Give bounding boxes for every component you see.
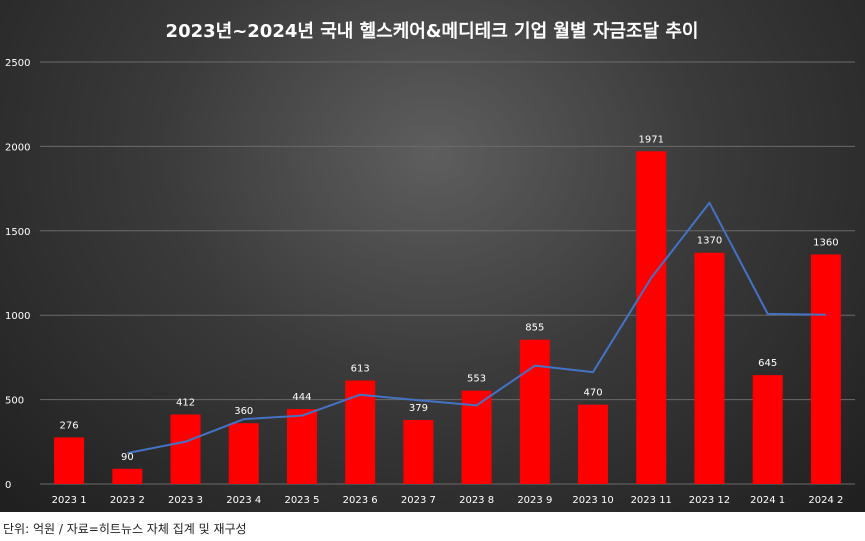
y-tick-label: 1500 (5, 227, 30, 238)
x-tick-label: 2023 9 (517, 495, 552, 506)
data-label: 855 (525, 323, 544, 334)
data-label: 444 (292, 392, 311, 403)
data-label: 1360 (813, 237, 838, 248)
data-label: 1971 (639, 134, 664, 145)
x-tick-label: 2023 5 (284, 495, 319, 506)
gridlines (40, 61, 855, 485)
x-tick-label: 2024 2 (808, 495, 843, 506)
x-tick-label: 2023 1 (52, 495, 87, 506)
x-axis-ticks: 2023 1 2023 2 2023 3 2023 4 2023 5 2023 6 2023… (52, 495, 844, 506)
bar (403, 420, 434, 484)
data-labels: 276 90 412 360 444 613 379 553 855 470 1971 1370 645… (60, 134, 839, 463)
y-axis-ticks: 0 500 1000 1500 2000 2500 (5, 58, 30, 491)
bar (752, 375, 783, 484)
x-tick-label: 2023 10 (572, 495, 613, 506)
chart-area: 2023년~2024년 국내 헬스케어&메디테크 기업 월별 자금조달 추이 0… (0, 0, 865, 512)
line-series (127, 201, 826, 455)
x-tick-label: 2023 2 (110, 495, 145, 506)
bar (228, 423, 259, 484)
data-label: 470 (583, 388, 602, 399)
y-tick-label: 1000 (5, 311, 30, 322)
data-label: 360 (234, 406, 253, 417)
bar-series (54, 151, 841, 484)
bar (170, 414, 201, 484)
data-label: 553 (467, 374, 486, 385)
y-tick-label: 2500 (5, 58, 30, 69)
bar (694, 252, 725, 484)
data-label: 90 (121, 452, 134, 463)
x-tick-label: 2023 11 (631, 495, 672, 506)
data-label: 276 (60, 420, 79, 431)
bar (286, 409, 317, 484)
bar (112, 468, 143, 484)
x-tick-label: 2023 7 (401, 495, 436, 506)
y-tick-label: 500 (5, 396, 24, 407)
bar (519, 339, 550, 484)
chart-svg: 2023년~2024년 국내 헬스케어&메디테크 기업 월별 자금조달 추이 0… (5, 21, 855, 506)
x-tick-label: 2023 4 (226, 495, 261, 506)
x-tick-label: 2023 12 (689, 495, 730, 506)
trend-line (127, 201, 826, 455)
data-label: 412 (176, 397, 195, 408)
bar (578, 404, 609, 484)
data-label: 645 (758, 358, 777, 369)
data-label: 379 (409, 403, 428, 414)
x-tick-label: 2023 6 (343, 495, 378, 506)
x-tick-label: 2023 3 (168, 495, 203, 506)
source-note: 단위: 억원 / 자료=히트뉴스 자체 집계 및 재구성 (3, 522, 247, 536)
x-tick-label: 2024 1 (750, 495, 785, 506)
x-tick-label: 2023 8 (459, 495, 494, 506)
bar (54, 437, 85, 484)
y-tick-label: 0 (5, 480, 11, 491)
bar (810, 254, 841, 484)
data-label: 613 (351, 364, 370, 375)
data-label: 1370 (697, 236, 722, 247)
chart-title: 2023년~2024년 국내 헬스케어&메디테크 기업 월별 자금조달 추이 (166, 21, 699, 42)
y-tick-label: 2000 (5, 142, 30, 153)
bar (636, 151, 667, 484)
